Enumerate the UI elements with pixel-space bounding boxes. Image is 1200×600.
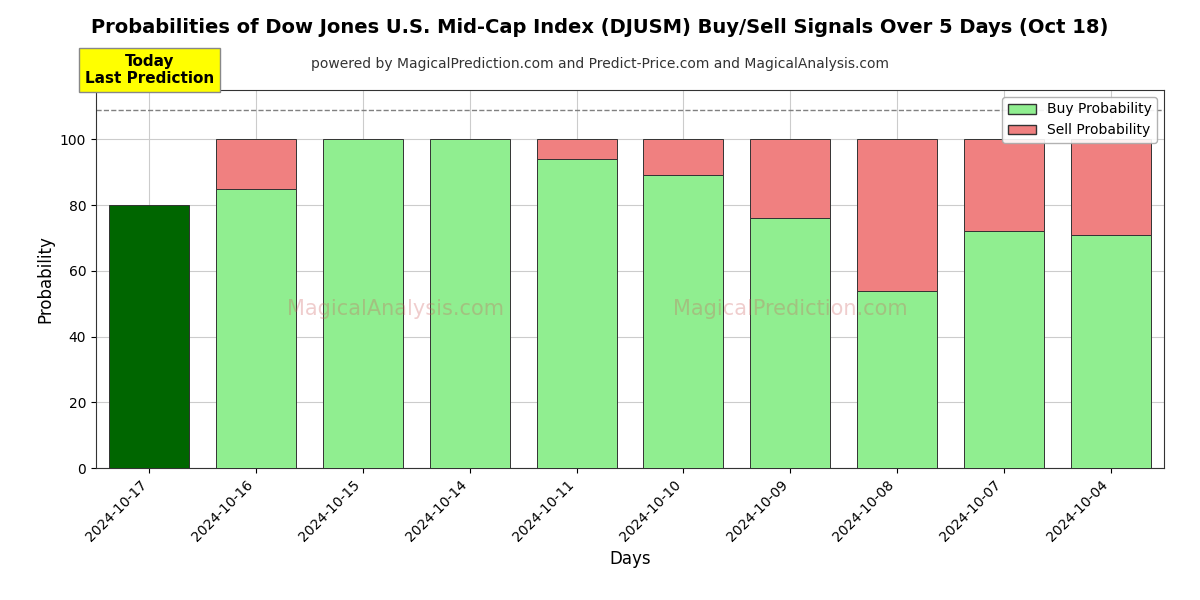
Bar [216, 139, 296, 188]
X-axis label: Days: Days [610, 550, 650, 568]
Legend: Buy Probability, Sell Probability: Buy Probability, Sell Probability [1002, 97, 1157, 143]
Text: powered by MagicalPrediction.com and Predict-Price.com and MagicalAnalysis.com: powered by MagicalPrediction.com and Pre… [311, 57, 889, 71]
Bar [536, 139, 617, 159]
Bar [430, 139, 510, 468]
Text: MagicalPrediction.com: MagicalPrediction.com [673, 299, 907, 319]
Bar [750, 218, 830, 468]
Y-axis label: Probability: Probability [36, 235, 54, 323]
Bar [857, 290, 937, 468]
Bar [643, 139, 724, 175]
Bar [857, 139, 937, 290]
Bar [109, 205, 190, 468]
Text: Probabilities of Dow Jones U.S. Mid-Cap Index (DJUSM) Buy/Sell Signals Over 5 Da: Probabilities of Dow Jones U.S. Mid-Cap … [91, 18, 1109, 37]
Bar [750, 139, 830, 218]
Bar [536, 159, 617, 468]
Bar [964, 139, 1044, 232]
Bar [964, 232, 1044, 468]
Bar [323, 139, 403, 468]
Bar [1070, 139, 1151, 235]
Text: MagicalAnalysis.com: MagicalAnalysis.com [287, 299, 504, 319]
Bar [643, 175, 724, 468]
Bar [216, 188, 296, 468]
Bar [1070, 235, 1151, 468]
Text: Today
Last Prediction: Today Last Prediction [85, 54, 214, 86]
